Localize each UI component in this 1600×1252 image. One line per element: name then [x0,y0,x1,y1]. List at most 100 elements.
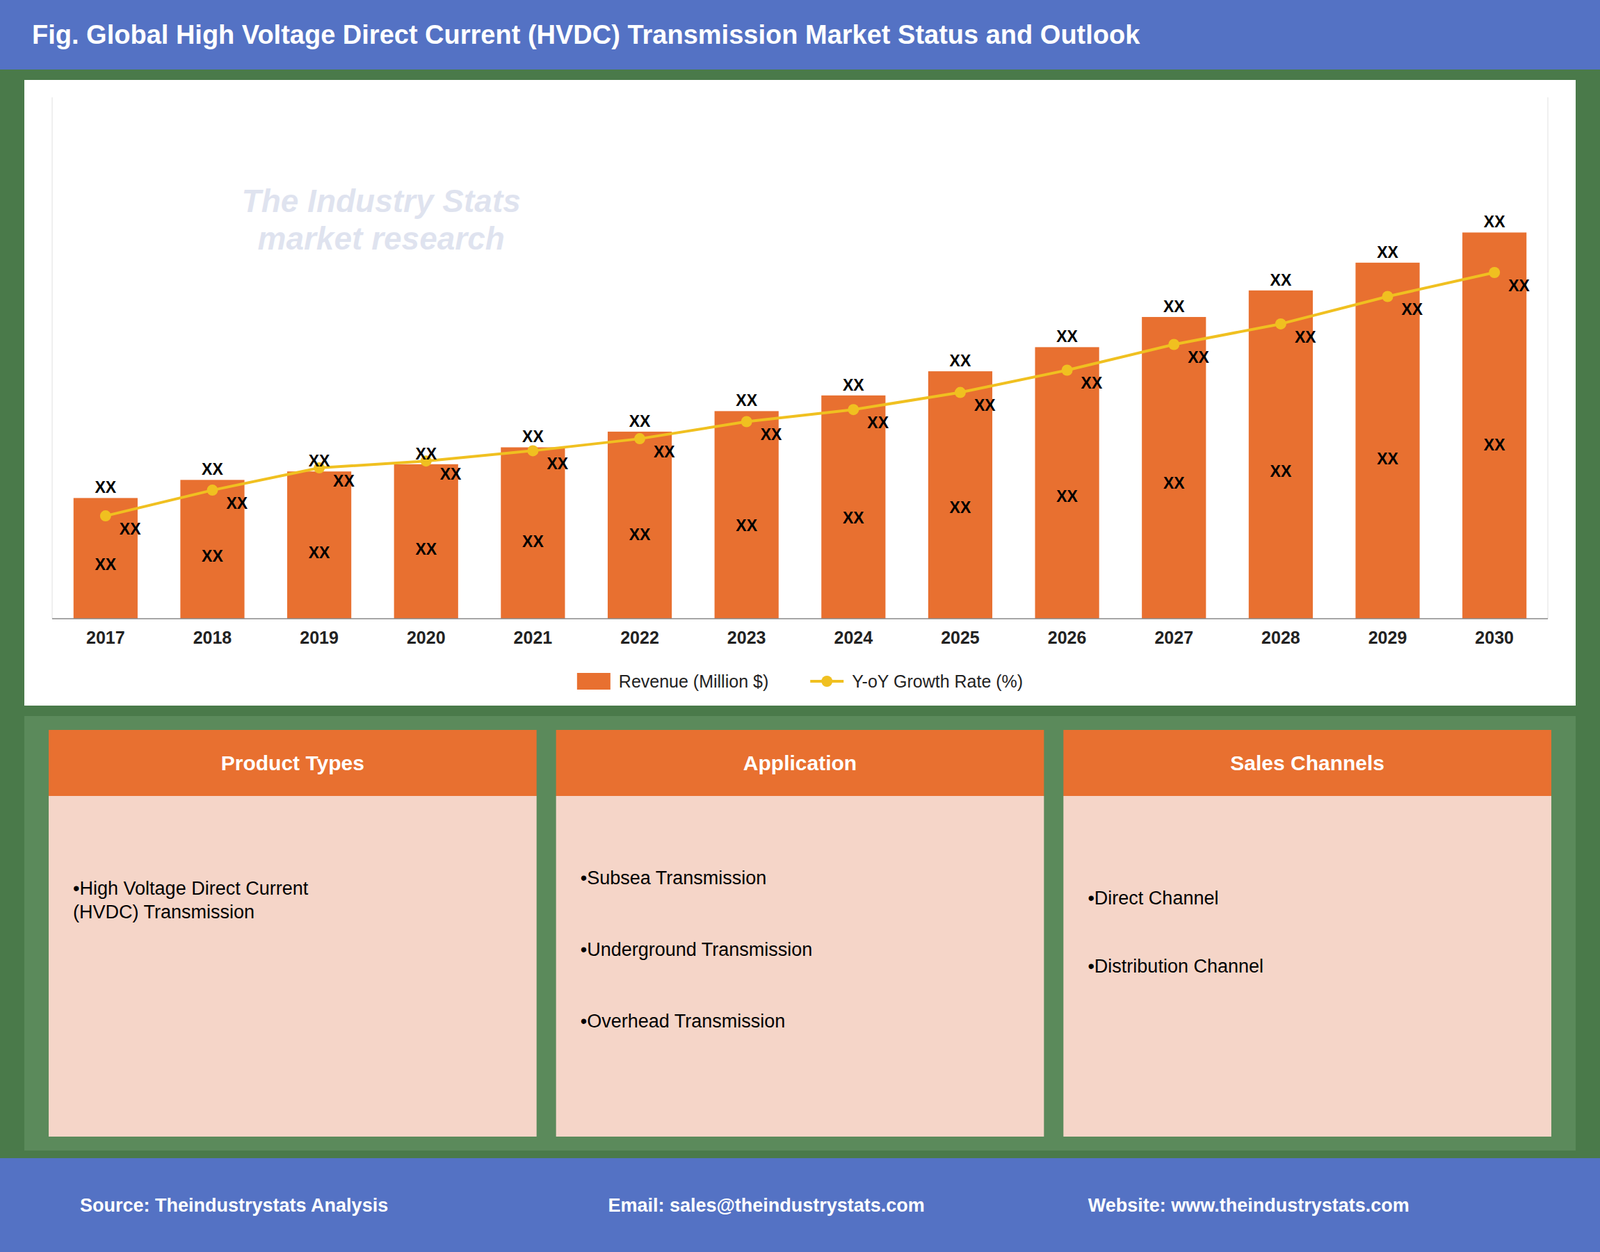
panel-item: •Underground Transmission [580,939,813,961]
data-label: XX [333,472,355,491]
data-label: XX [94,478,117,497]
panel-item: •Direct Channel [1087,887,1219,909]
data-label: XX [1376,449,1399,468]
x-tick-label: 2024 [834,627,874,648]
data-label: XX [94,555,117,574]
text-line: •Subsea Transmission [580,867,767,889]
x-tick-label: 2017 [86,627,126,648]
data-label: XX [735,516,758,535]
line-marker [741,415,753,427]
data-label: XX [735,391,758,410]
bar [73,497,138,619]
legend-label: Revenue (Million $) [618,671,769,692]
y2-axis [1547,97,1549,619]
panel-item: •Subsea Transmission [580,867,767,889]
line-marker [1168,339,1180,351]
x-tick-label: 2020 [406,627,446,648]
bar [287,471,352,619]
x-tick-label: 2026 [1047,627,1087,648]
data-label: XX [1056,487,1078,506]
data-label: XX [308,543,331,562]
data-label: XX [842,376,865,395]
panel-header-text: Product Types [221,751,365,775]
data-label: XX [842,508,865,528]
text-line: •Distribution Channel [1087,956,1264,977]
data-label: XX [1294,328,1317,347]
title-bar [0,0,1600,70]
line-marker [1061,365,1073,377]
data-label: XX [1270,462,1292,481]
x-tick-label: 2027 [1154,627,1194,648]
text-line: market research [257,220,505,257]
plot-marks [73,232,1527,619]
data-label: XX [201,460,224,479]
data-label: XX [440,465,462,484]
x-axis [52,618,1548,620]
data-labels: XXXXXXXXXXXXXXXXXXXXXXXXXXXXXXXXXXXXXXXX… [94,212,1530,573]
line-marker [634,433,646,445]
x-tick-label: 2029 [1368,627,1408,648]
legend-item: Revenue (Million $) [577,671,769,692]
line-marker [100,510,112,522]
line-marker [527,445,539,457]
x-tick-label: 2021 [513,627,553,648]
data-label: XX [225,494,248,513]
chart-page: Fig. Global High Voltage Direct Current … [0,0,1600,1252]
data-label: XX [415,445,437,464]
data-label: XX [653,442,676,462]
data-label: XX [415,540,437,559]
data-label: XX [546,454,569,473]
panel-item: •Distribution Channel [1087,956,1264,977]
panel-header [48,730,537,797]
line-marker [847,403,859,416]
data-label: XX [119,520,142,539]
y-axis [52,97,53,619]
panel-item: •High Voltage Direct Current(HVDC) Trans… [73,878,309,923]
data-label: XX [1508,276,1530,295]
line-marker [1275,318,1287,330]
data-label: XX [1163,474,1185,493]
panel-header-text: Sales Channels [1230,751,1385,775]
line-marker [1488,267,1500,279]
line [105,272,1495,516]
data-label: XX [1483,435,1506,455]
data-label: XX [867,413,889,432]
data-label: XX [522,427,544,446]
text-line: •Underground Transmission [580,939,813,961]
bar [500,447,565,619]
title: Fig. Global High Voltage Direct Current … [31,20,1141,50]
footer-bar [0,1158,1600,1252]
data-label: XX [629,412,651,431]
line-marker [1382,290,1394,302]
data-label: XX [1270,271,1292,290]
page-background [0,0,1600,1252]
panel-content [556,796,1045,1137]
panel-header-text: Application [743,751,857,775]
legend-swatch [577,673,611,690]
legend: Revenue (Million $) Y-oY Growth Rate (%) [577,671,1023,692]
panel-header [1063,730,1552,797]
data-label: XX [949,498,972,517]
legend-label: Y-oY Growth Rate (%) [851,671,1023,692]
panel-item: •Overhead Transmission [580,1011,786,1032]
x-tick-label: 2023 [727,627,767,648]
data-label: XX [949,351,972,370]
data-label: XX [1483,212,1506,231]
data-label: XX [201,547,224,566]
legend-item: Y-oY Growth Rate (%) [810,671,1023,692]
text-line: •Overhead Transmission [580,1011,786,1032]
data-label: XX [308,451,331,471]
x-tick-label: 2030 [1474,627,1514,648]
panel-area [24,716,1576,1151]
line-marker [954,387,966,399]
data-label: XX [1163,297,1185,316]
footer-text: Email: sales@theindustrystats.com [607,1195,925,1217]
x-tick-label: 2018 [193,627,233,648]
data-label: XX [1401,300,1424,319]
data-label: XX [760,425,783,444]
chart-background [24,79,1576,706]
data-label: XX [974,396,996,415]
footer-text: Website: www.theindustrystats.com [1088,1195,1410,1217]
watermark: The Industry Statsmarket research [241,182,521,257]
data-label: XX [1187,348,1210,367]
